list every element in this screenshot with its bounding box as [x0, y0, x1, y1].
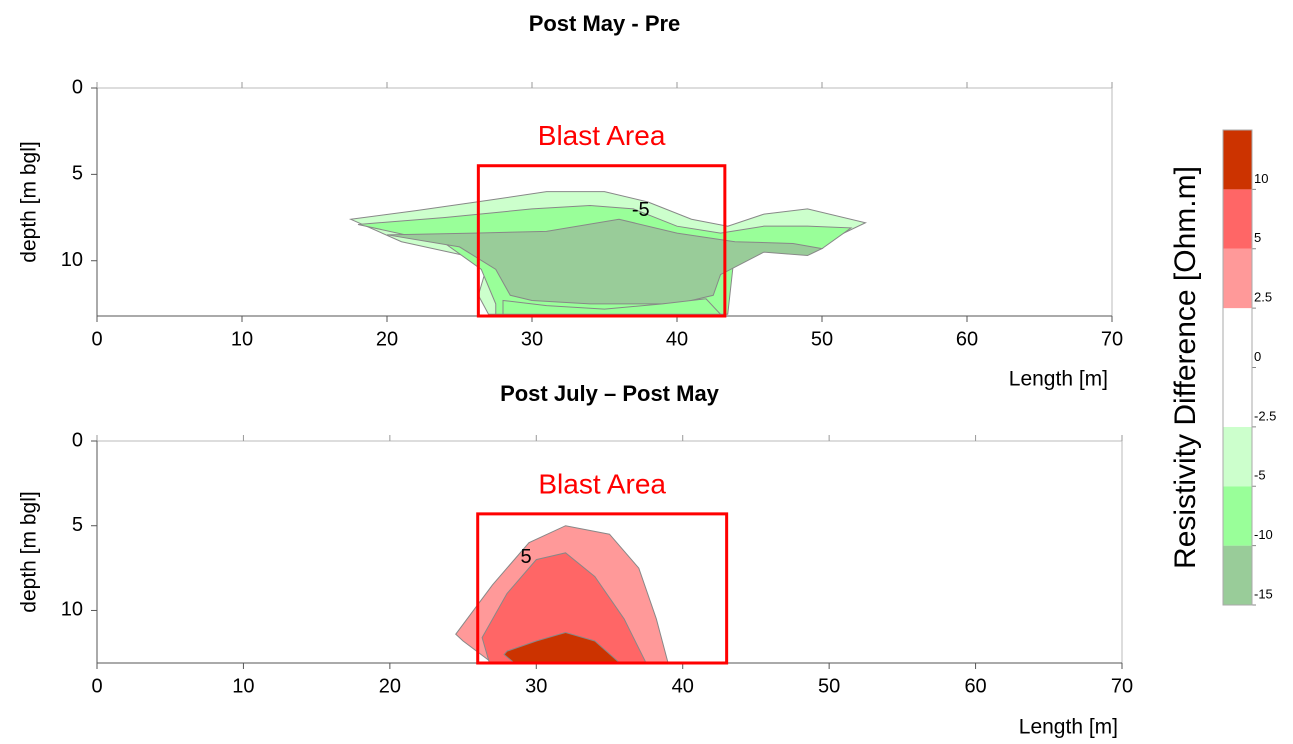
colorbar-tick-label: 5 [1254, 230, 1261, 245]
contour-label: 5 [520, 546, 531, 568]
blast-area-label: Blast Area [538, 120, 666, 151]
blast-area-box [476, 512, 729, 665]
x-axis-label: Length [m] [1009, 368, 1108, 391]
colorbar-band [1223, 130, 1252, 190]
colorbar-tick-label: -2.5 [1254, 408, 1276, 423]
contour-region [502, 298, 722, 315]
panel-title: Post July – Post May [500, 381, 720, 406]
x-tick-label: 70 [1111, 675, 1133, 697]
colorbar-band [1223, 545, 1252, 605]
y-tick-label: 10 [61, 249, 83, 271]
x-tick-label: 30 [521, 328, 543, 350]
colorbar-band [1223, 248, 1252, 309]
x-tick-label: 70 [1101, 328, 1123, 350]
colorbar-label: Resistivity Difference [Ohm.m] [1169, 166, 1202, 569]
x-tick-label: 20 [379, 675, 401, 697]
colorbar-band [1223, 189, 1252, 249]
x-tick-label: 20 [376, 328, 398, 350]
y-tick-label: 0 [72, 429, 83, 451]
x-tick-label: 0 [91, 675, 102, 697]
x-tick-label: 0 [91, 328, 102, 350]
blast-area-label: Blast Area [538, 468, 666, 499]
colorbar-band [1223, 367, 1252, 427]
colorbar-tick-label: 0 [1254, 349, 1261, 364]
colorbar-band [1223, 308, 1252, 368]
x-tick-label: 60 [964, 675, 986, 697]
x-tick-label: 60 [956, 328, 978, 350]
x-tick-label: 50 [818, 675, 840, 697]
colorbar-tick-label: 2.5 [1254, 290, 1272, 305]
y-tick-label: 0 [72, 76, 83, 98]
contour-label: -5 [632, 199, 650, 221]
contour-region [386, 218, 824, 305]
colorbar-tick-label: -5 [1254, 468, 1266, 483]
y-axis-label: depth [m bgl] [18, 141, 41, 262]
x-tick-label: 30 [525, 675, 547, 697]
x-tick-label: 10 [232, 675, 254, 697]
y-tick-label: 10 [61, 599, 83, 621]
panel-title: Post May - Pre [529, 11, 681, 36]
y-tick-label: 5 [72, 163, 83, 185]
colorbar-tick-label: -15 [1254, 586, 1273, 601]
colorbar-band [1223, 426, 1252, 487]
x-tick-label: 40 [672, 675, 694, 697]
y-axis-label: depth [m bgl] [18, 491, 41, 612]
colorbar-frame [1222, 129, 1253, 606]
colorbar-tick-label: -10 [1254, 527, 1273, 542]
y-tick-label: 5 [72, 514, 83, 536]
x-tick-label: 40 [666, 328, 688, 350]
contour-region [503, 631, 622, 664]
x-tick-label: 10 [231, 328, 253, 350]
colorbar-tick-label: 10 [1254, 171, 1268, 186]
colorbar-band [1223, 486, 1252, 546]
x-tick-label: 50 [811, 328, 833, 350]
x-axis-label: Length [m] [1019, 716, 1118, 739]
blast-area-box [476, 164, 727, 318]
